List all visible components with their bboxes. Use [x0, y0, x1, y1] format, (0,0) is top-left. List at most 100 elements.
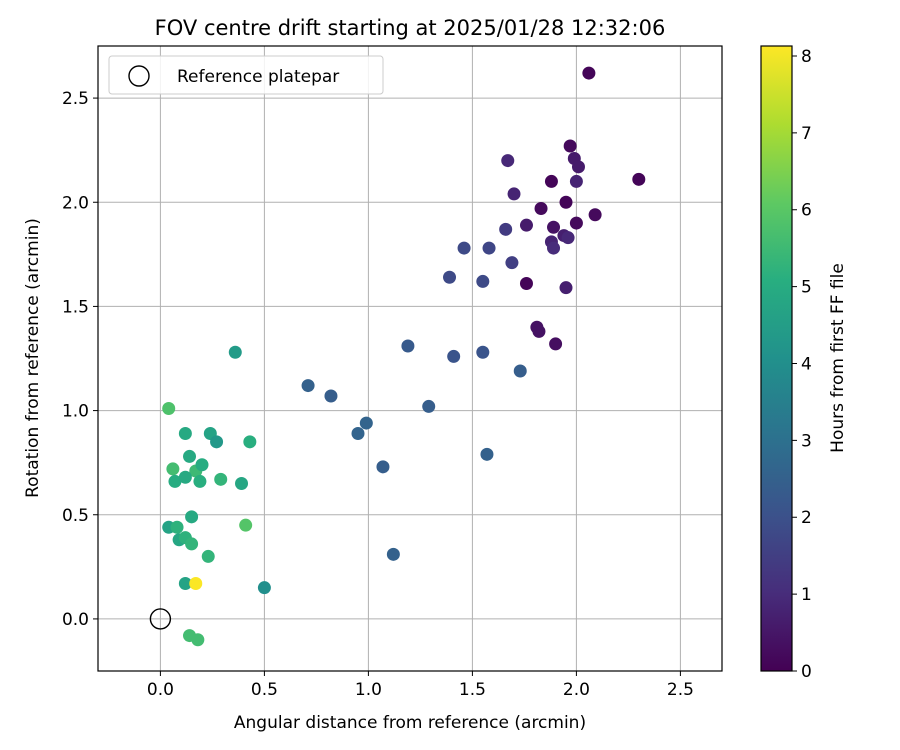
y-tick-label: 2.0	[62, 193, 89, 213]
legend-reference-marker	[128, 65, 150, 87]
data-point	[351, 427, 365, 440]
plot-frame	[97, 45, 723, 672]
data-point	[476, 345, 490, 359]
y-tick-label: 0.0	[62, 610, 89, 630]
data-point	[243, 435, 257, 449]
data-point	[549, 337, 563, 351]
data-point	[519, 218, 533, 232]
colorbar: 0 1 2 3 4 5 6 7 8 Hours from first FF file	[760, 45, 848, 682]
data-point	[513, 364, 527, 378]
data-point	[501, 154, 515, 168]
x-axis-ticks: 0.0 0.5 1.0 1.5 2.0 2.5	[147, 671, 694, 700]
colorbar-tick-label: 6	[801, 201, 812, 221]
colorbar-label: Hours from first FF file	[828, 263, 848, 453]
data-point	[178, 577, 192, 590]
x-tick-label: 2.0	[563, 680, 590, 700]
colorbar-tick-label: 3	[801, 431, 812, 451]
colorbar-tick-label: 2	[801, 508, 812, 528]
legend: Reference platepar	[108, 55, 384, 95]
y-tick-label: 1.0	[62, 402, 89, 422]
data-point	[210, 435, 224, 449]
data-point	[480, 447, 494, 461]
data-point	[257, 581, 271, 595]
data-point	[499, 222, 513, 236]
data-point	[632, 172, 646, 186]
colorbar-gradient	[760, 45, 793, 672]
data-point	[519, 277, 533, 290]
y-axis-ticks: 0.0 0.5 1.0 1.5 2.0 2.5	[62, 89, 98, 630]
data-point	[178, 427, 192, 440]
data-point	[301, 379, 315, 393]
legend-label: Reference platepar	[177, 67, 339, 87]
data-point	[376, 460, 390, 474]
y-tick-label: 1.5	[62, 297, 89, 317]
colorbar-ticks: 0 1 2 3 4 5 6 7 8	[792, 47, 812, 682]
colorbar-tick-label: 0	[801, 662, 812, 682]
data-point	[401, 339, 415, 353]
data-point	[443, 270, 457, 284]
data-point	[228, 345, 242, 359]
chart-title: FOV centre drift starting at 2025/01/28 …	[155, 16, 666, 40]
data-point	[561, 231, 575, 245]
data-point	[588, 208, 602, 222]
data-point	[563, 139, 577, 153]
data-point	[547, 220, 561, 234]
data-point	[168, 474, 182, 488]
data-point	[185, 537, 199, 551]
x-axis-label: Angular distance from reference (arcmin)	[234, 713, 586, 733]
data-point	[189, 577, 203, 590]
colorbar-tick-label: 7	[801, 124, 812, 144]
data-point	[195, 458, 209, 472]
data-point	[170, 520, 184, 534]
data-point	[507, 187, 521, 201]
data-point	[214, 472, 228, 486]
data-points	[162, 66, 646, 647]
data-point	[476, 274, 490, 288]
data-point	[559, 195, 573, 209]
y-axis-label: Rotation from reference (arcmin)	[23, 218, 43, 498]
data-point	[447, 349, 461, 363]
data-point	[569, 174, 583, 188]
data-point	[532, 324, 546, 338]
data-point	[534, 202, 548, 215]
data-point	[178, 470, 192, 484]
colorbar-tick-label: 4	[801, 354, 812, 374]
colorbar-tick-label: 5	[801, 278, 812, 298]
data-point	[482, 241, 496, 255]
data-point	[191, 633, 205, 647]
data-point	[235, 477, 249, 490]
x-tick-label: 0.0	[147, 680, 174, 700]
data-point	[571, 160, 585, 174]
data-point	[193, 474, 207, 488]
colorbar-tick-label: 8	[801, 47, 812, 67]
data-point	[386, 547, 400, 561]
data-point	[185, 510, 199, 524]
x-tick-label: 2.5	[667, 680, 694, 700]
reference-platepar-marker	[149, 608, 172, 630]
data-point	[457, 241, 471, 255]
legend-box	[108, 55, 384, 95]
data-point	[582, 66, 596, 80]
colorbar-tick-label: 1	[801, 585, 812, 605]
data-point	[183, 449, 197, 463]
data-point	[359, 416, 373, 430]
y-tick-label: 0.5	[62, 506, 89, 526]
grid	[98, 46, 722, 671]
data-point	[239, 518, 253, 532]
data-point	[559, 281, 573, 295]
y-tick-label: 2.5	[62, 89, 89, 109]
x-tick-label: 1.0	[355, 680, 382, 700]
data-point	[547, 241, 561, 255]
data-point	[505, 256, 519, 270]
x-tick-label: 0.5	[251, 680, 278, 700]
data-point	[569, 216, 583, 230]
data-point	[544, 174, 558, 188]
reference-marker-layer	[149, 608, 172, 630]
data-point	[422, 399, 436, 413]
data-point	[324, 389, 338, 403]
data-point	[166, 462, 180, 476]
data-point	[162, 402, 176, 415]
x-tick-label: 1.5	[459, 680, 486, 700]
data-point	[201, 549, 215, 563]
